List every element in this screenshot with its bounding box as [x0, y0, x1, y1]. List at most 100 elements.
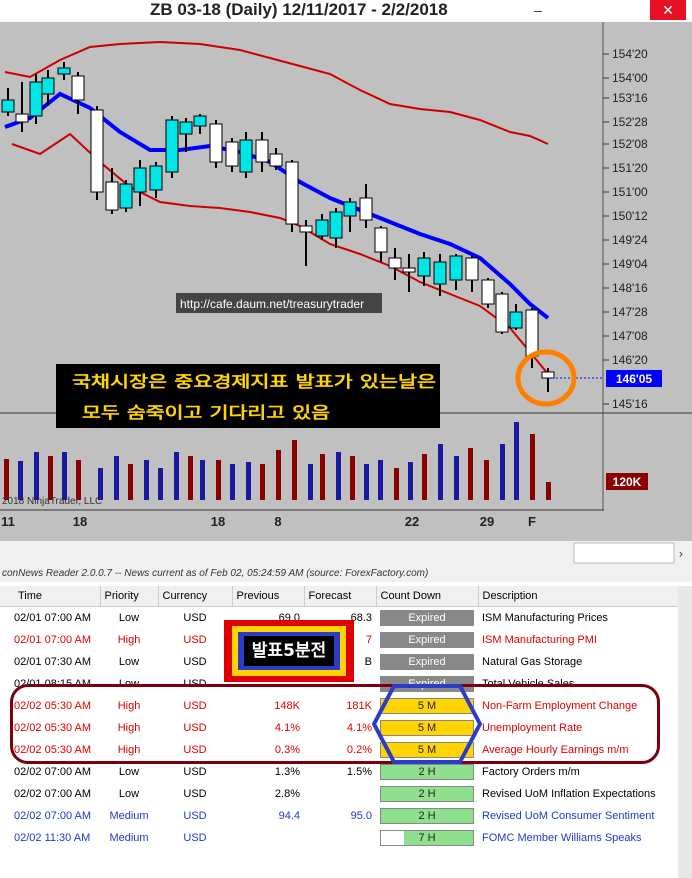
candle-body [285, 161, 299, 225]
table-row[interactable]: 02/02 07:00 AM Low USD 2.8% 2 H Revised UoM I… [0, 783, 678, 805]
cell-countdown: 2 H [376, 761, 478, 783]
volume-bar [260, 464, 265, 500]
column-header[interactable]: Time [0, 586, 101, 607]
candle-body [149, 165, 163, 191]
table-row[interactable]: 02/01 07:30 AM Low USD B Expired Natural Gas … [0, 651, 678, 673]
overlay-label: 발표5분전 [244, 636, 334, 666]
column-header[interactable]: Previous [232, 586, 305, 607]
volume-bar [514, 422, 519, 500]
cell-forecast [304, 827, 376, 849]
table-row[interactable]: 02/01 07:00 AM High USD 7 Expired ISM Manufac… [0, 629, 678, 651]
cell-priority: Medium [109, 832, 149, 844]
column-header[interactable]: Priority [100, 586, 159, 607]
volume-bar [188, 456, 193, 500]
candle-body [329, 211, 343, 239]
volume-bar [378, 460, 383, 500]
column-header[interactable]: Count Down [376, 586, 479, 607]
price-tick-label: 151'00 [612, 185, 648, 199]
candle-body [209, 123, 223, 163]
column-header[interactable]: Forecast [304, 586, 377, 607]
price-tick-label: 154'00 [612, 71, 648, 85]
current-price-label: 146'05 [616, 372, 653, 386]
cell-currency: USD [183, 656, 207, 668]
volume-bar [200, 460, 205, 500]
cell-forecast: 1.5% [346, 766, 372, 778]
cell-countdown: Expired [376, 607, 478, 630]
cell-forecast [304, 783, 376, 805]
volume-bar [408, 462, 413, 500]
annotation-line-1: 국채시장은 중요경제지표 발표가 있는날은 [72, 372, 436, 391]
cell-time: 02/02 05:30 AM [14, 744, 92, 756]
date-label: 11 [1, 514, 15, 529]
candle-body [433, 261, 447, 285]
column-header[interactable]: Description [478, 586, 679, 607]
date-label: 8 [274, 514, 281, 529]
cell-time: 02/02 07:00 AM [14, 810, 92, 822]
cell-countdown: 2 H [376, 783, 478, 805]
highlight-rounded-box [10, 684, 660, 764]
news-panel: conNews Reader 2.0.0.7 -- News current a… [0, 566, 692, 878]
cell-priority: High [117, 634, 141, 646]
volume-bar [98, 468, 103, 500]
table-row[interactable]: 02/01 07:00 AM Low USD 69.0 68.3 Expired ISM M… [0, 607, 678, 630]
candle-body [133, 167, 147, 193]
candle-body [388, 257, 402, 269]
table-row[interactable]: 02/02 07:00 AM Medium USD 94.4 95.0 2 H Revise… [0, 805, 678, 827]
table-row[interactable]: 02/02 05:30 AM High USD 148K 181K 5 M Non-Farm… [0, 695, 678, 717]
table-row[interactable]: 02/02 05:30 AM High USD 0.3% 0.2% 5 M Average … [0, 739, 678, 761]
cell-currency: USD [183, 788, 207, 800]
close-button[interactable]: ✕ [650, 0, 686, 20]
cell-priority: Low [118, 656, 140, 668]
cell-countdown: 5 M [376, 717, 478, 739]
scroll-right-icon[interactable]: › [679, 547, 684, 561]
news-header: conNews Reader 2.0.0.7 -- News current a… [0, 566, 692, 582]
volume-bar [292, 440, 297, 500]
volume-bar [4, 459, 9, 500]
watermark-text: http://cafe.daum.net/treasurytrader [180, 297, 364, 311]
cell-previous: 94.4 [278, 810, 300, 822]
cell-time: 02/01 07:00 AM [14, 612, 92, 624]
cell-time: 02/02 07:00 AM [14, 766, 92, 778]
scrollbar-thumb[interactable] [573, 542, 675, 564]
volume-tag [606, 473, 648, 490]
cell-currency: USD [183, 744, 207, 756]
volume-bar [76, 460, 81, 500]
candle-body [15, 113, 29, 123]
window-titlebar: ZB 03-18 (Daily) 12/11/2017 - 2/2/2018 –… [0, 0, 692, 23]
cell-currency: USD [183, 766, 207, 778]
date-label: 29 [480, 514, 494, 529]
volume-bar [422, 454, 427, 500]
cell-previous: 0.3% [274, 744, 300, 756]
minimize-button[interactable]: – [520, 0, 556, 20]
candle-body [343, 201, 357, 217]
price-tick-label: 152'08 [612, 137, 648, 151]
price-tick-label: 147'28 [612, 305, 648, 319]
price-chart[interactable]: 154'20 154'00 153'16 152'28 152'08 151'20 151'… [0, 22, 692, 566]
volume-bar [18, 461, 23, 500]
volume-bar [114, 456, 119, 500]
table-scrollbar[interactable] [678, 586, 692, 878]
cell-previous [232, 827, 304, 849]
candle-body [269, 153, 283, 167]
cell-priority: Medium [109, 810, 149, 822]
price-tick-label: 151'20 [612, 161, 648, 175]
volume-bar [158, 468, 163, 500]
cell-currency: USD [183, 722, 207, 734]
candle-body [119, 183, 133, 209]
price-tick-label: 149'24 [612, 233, 648, 247]
close-icon: ✕ [662, 2, 674, 18]
column-header[interactable]: Currency [158, 586, 233, 607]
cell-time: 02/02 05:30 AM [14, 722, 92, 734]
cell-countdown: Expired [376, 629, 478, 651]
cell-currency: USD [183, 832, 207, 844]
price-axis [604, 22, 692, 510]
table-row[interactable]: 02/02 11:30 AM Medium USD 7 H FOMC Member Wi… [0, 827, 678, 849]
countdown-badge: 7 H [380, 830, 474, 846]
volume-bar [230, 464, 235, 500]
table-row[interactable]: 02/02 05:30 AM High USD 4.1% 4.1% 5 M Unemploy… [0, 717, 678, 739]
price-tick-label: 146'20 [612, 353, 648, 367]
highlight-circle [515, 349, 577, 407]
volume-bar [350, 456, 355, 500]
candle-body [299, 225, 313, 233]
table-row[interactable]: 02/02 07:00 AM Low USD 1.3% 1.5% 2 H Factory O… [0, 761, 678, 783]
